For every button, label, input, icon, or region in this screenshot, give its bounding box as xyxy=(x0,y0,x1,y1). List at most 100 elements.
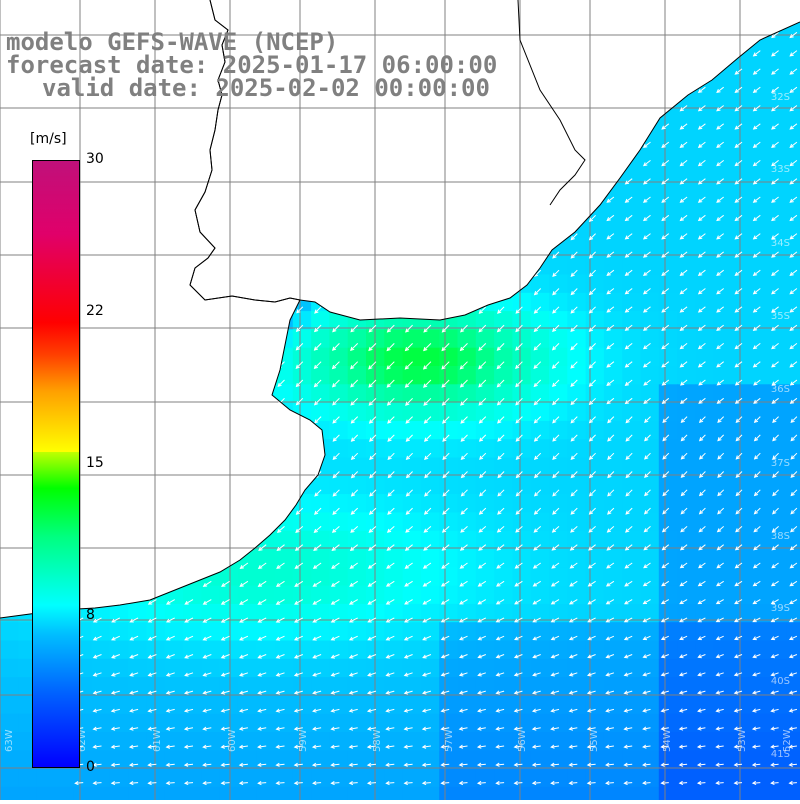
wind-cell xyxy=(530,366,550,385)
wind-arrow xyxy=(716,123,725,130)
wind-arrow xyxy=(733,690,743,695)
wind-arrow xyxy=(460,489,468,497)
wind-cell xyxy=(146,603,166,623)
wind-cell xyxy=(384,768,404,788)
wind-cell xyxy=(677,183,696,202)
wind-arrow xyxy=(661,251,670,258)
wind-arrow xyxy=(552,416,560,424)
wind-cell xyxy=(311,475,330,495)
wind-arrow xyxy=(606,251,615,258)
wind-arrow xyxy=(550,635,560,641)
wind-cell xyxy=(768,439,788,459)
wind-arrow xyxy=(385,780,395,786)
wind-arrow xyxy=(369,489,377,497)
wind-arrow xyxy=(570,434,578,442)
wind-cell xyxy=(512,329,532,349)
wind-arrow xyxy=(642,160,651,167)
wind-cell xyxy=(329,585,349,605)
wind-cell xyxy=(622,347,642,367)
wind-cell xyxy=(402,622,422,642)
wind-cell xyxy=(677,146,696,166)
wind-arrow xyxy=(605,599,615,605)
wind-cell xyxy=(713,183,733,202)
wind-arrow xyxy=(332,416,340,424)
wind-cell xyxy=(0,786,19,804)
wind-arrow xyxy=(496,379,505,388)
wind-arrow xyxy=(312,580,322,587)
wind-arrow xyxy=(715,690,724,695)
wind-cell xyxy=(256,750,276,770)
wind-arrow xyxy=(311,744,322,749)
wind-cell xyxy=(750,109,770,129)
wind-cell xyxy=(146,768,166,788)
wind-arrow xyxy=(587,599,596,605)
wind-arrow xyxy=(550,672,560,677)
wind-arrow xyxy=(587,580,596,587)
wind-arrow xyxy=(624,580,633,587)
wind-arrow xyxy=(366,744,377,749)
wind-cell xyxy=(91,695,111,715)
wind-cell xyxy=(256,695,276,715)
wind-arrow xyxy=(606,562,615,569)
wind-cell xyxy=(640,567,660,587)
wind-arrow xyxy=(440,726,450,731)
wind-arrow xyxy=(752,141,761,148)
wind-arrow xyxy=(332,489,340,497)
wind-cell xyxy=(658,494,678,513)
wind-arrow xyxy=(788,726,797,731)
wind-arrow xyxy=(752,599,761,605)
wind-cell xyxy=(311,567,330,587)
wind-arrow xyxy=(789,379,798,386)
wind-arrow xyxy=(588,507,596,515)
wind-cell xyxy=(475,750,495,770)
wind-cell xyxy=(164,768,184,788)
wind-cell xyxy=(439,384,459,404)
wind-arrow xyxy=(735,434,743,442)
wind-arrow xyxy=(789,86,798,94)
wind-arrow xyxy=(550,726,560,731)
wind-arrow xyxy=(606,343,615,350)
wind-arrow xyxy=(734,214,743,222)
wind-cell xyxy=(567,475,587,495)
wind-arrow xyxy=(533,416,542,424)
wind-arrow xyxy=(716,86,725,94)
wind-arrow xyxy=(330,744,340,749)
wind-arrow xyxy=(660,780,669,786)
wind-arrow xyxy=(788,617,798,623)
wind-arrow xyxy=(220,599,230,605)
wind-arrow xyxy=(679,635,688,641)
wind-arrow xyxy=(789,269,798,277)
wind-cell xyxy=(658,585,678,605)
wind-cell xyxy=(768,512,788,532)
wind-arrow xyxy=(459,361,468,370)
wind-arrow xyxy=(202,617,212,623)
wind-arrow xyxy=(312,780,322,786)
wind-arrow xyxy=(734,544,743,551)
wind-arrow xyxy=(330,708,340,713)
wind-cell xyxy=(567,457,587,477)
wind-arrow xyxy=(478,324,487,333)
wind-arrow xyxy=(644,416,651,424)
wind-cell xyxy=(750,768,770,788)
wind-arrow xyxy=(550,708,560,713)
wind-arrow xyxy=(660,744,669,749)
wind-arrow xyxy=(770,690,779,695)
wind-arrow xyxy=(624,361,633,368)
wind-cell xyxy=(237,750,257,770)
wind-arrow xyxy=(386,544,395,551)
wind-arrow xyxy=(348,599,358,605)
wind-cell xyxy=(164,603,184,623)
wind-cell xyxy=(494,530,513,550)
wind-cell xyxy=(658,256,678,276)
wind-arrow xyxy=(515,452,523,460)
wind-cell xyxy=(549,311,568,330)
wind-arrow xyxy=(643,526,651,533)
wind-arrow xyxy=(734,288,743,295)
wind-arrow xyxy=(515,397,523,406)
wind-cell xyxy=(402,640,422,660)
wind-arrow xyxy=(440,744,450,749)
wind-arrow xyxy=(312,617,322,623)
wind-arrow xyxy=(331,379,340,388)
wind-cell xyxy=(640,164,660,184)
